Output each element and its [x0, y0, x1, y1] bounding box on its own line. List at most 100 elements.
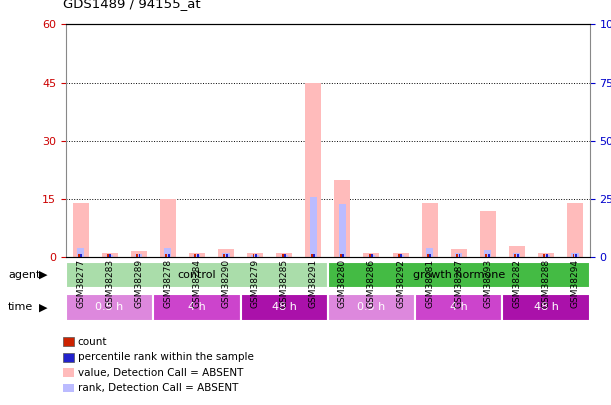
Bar	[334, 179, 350, 257]
Bar	[252, 255, 258, 257]
Bar	[397, 255, 404, 257]
Bar	[327, 262, 590, 288]
Bar	[224, 254, 225, 257]
Text: GSM38281: GSM38281	[425, 259, 434, 308]
Bar	[310, 197, 317, 257]
Bar	[538, 253, 554, 257]
Bar	[567, 203, 583, 257]
Text: GSM38286: GSM38286	[367, 259, 376, 308]
Bar	[255, 254, 257, 257]
Bar	[368, 255, 375, 257]
Text: GSM38293: GSM38293	[483, 259, 492, 308]
Bar	[502, 294, 590, 320]
Bar	[455, 253, 463, 257]
Text: 0.5 h: 0.5 h	[357, 303, 386, 312]
Bar	[280, 255, 288, 257]
Bar	[165, 254, 167, 257]
Text: GSM38278: GSM38278	[163, 259, 172, 308]
Text: 4 h: 4 h	[188, 303, 206, 312]
Bar	[426, 248, 433, 257]
Text: count: count	[78, 337, 107, 347]
Bar	[189, 253, 205, 257]
Bar	[276, 253, 292, 257]
Text: 0.5 h: 0.5 h	[95, 303, 124, 312]
Text: GSM38285: GSM38285	[280, 259, 288, 308]
Text: GSM38290: GSM38290	[221, 259, 230, 308]
Bar	[222, 253, 230, 257]
Text: ▶: ▶	[38, 270, 47, 280]
Bar	[107, 254, 109, 257]
Text: agent: agent	[8, 270, 40, 280]
Bar	[135, 254, 142, 257]
Text: GSM38292: GSM38292	[396, 259, 405, 308]
Bar	[194, 254, 196, 257]
Bar	[488, 254, 489, 257]
Bar	[327, 294, 415, 320]
Bar	[306, 83, 321, 257]
Bar	[66, 294, 153, 320]
Bar	[427, 254, 429, 257]
Text: GDS1489 / 94155_at: GDS1489 / 94155_at	[63, 0, 200, 10]
Bar	[226, 254, 228, 257]
Bar	[543, 254, 546, 257]
Bar	[485, 254, 487, 257]
Bar	[109, 254, 111, 257]
Bar	[480, 211, 496, 257]
Bar	[81, 254, 82, 257]
Bar	[164, 248, 172, 257]
Bar	[78, 254, 80, 257]
Bar	[573, 254, 574, 257]
Text: GSM38294: GSM38294	[571, 259, 580, 308]
Text: GSM38288: GSM38288	[541, 259, 551, 308]
Text: time: time	[8, 303, 33, 312]
Bar	[284, 254, 286, 257]
Text: 48 h: 48 h	[272, 303, 296, 312]
Bar	[422, 203, 437, 257]
Bar	[311, 254, 313, 257]
Bar	[193, 255, 200, 257]
Bar	[247, 253, 263, 257]
Bar	[513, 253, 521, 257]
Bar	[167, 254, 170, 257]
Bar	[340, 254, 342, 257]
Bar	[342, 254, 344, 257]
Bar	[571, 253, 579, 257]
Bar	[313, 254, 315, 257]
Text: percentile rank within the sample: percentile rank within the sample	[78, 352, 254, 362]
Text: 48 h: 48 h	[533, 303, 558, 312]
Bar	[546, 254, 547, 257]
Text: GSM38283: GSM38283	[105, 259, 114, 308]
Bar	[575, 254, 577, 257]
Bar	[66, 262, 327, 288]
Bar	[241, 294, 327, 320]
Bar	[451, 249, 467, 257]
Bar	[392, 253, 409, 257]
Bar	[282, 254, 284, 257]
Bar	[139, 254, 141, 257]
Bar	[371, 254, 373, 257]
Bar	[131, 252, 147, 257]
Bar	[430, 254, 431, 257]
Text: value, Detection Call = ABSENT: value, Detection Call = ABSENT	[78, 368, 243, 377]
Bar	[197, 254, 199, 257]
Bar	[415, 294, 502, 320]
Text: ▶: ▶	[38, 303, 47, 312]
Bar	[252, 254, 254, 257]
Bar	[484, 250, 491, 257]
Text: 4 h: 4 h	[450, 303, 467, 312]
Bar	[73, 203, 89, 257]
Bar	[136, 254, 138, 257]
Text: GSM38280: GSM38280	[338, 259, 347, 308]
Text: growth hormone: growth hormone	[412, 270, 505, 280]
Bar	[106, 255, 113, 257]
Bar	[338, 204, 346, 257]
Bar	[153, 294, 241, 320]
Bar	[364, 253, 379, 257]
Bar	[77, 248, 84, 257]
Text: GSM38279: GSM38279	[251, 259, 260, 308]
Text: GSM38289: GSM38289	[134, 259, 143, 308]
Bar	[160, 199, 176, 257]
Bar	[514, 254, 516, 257]
Bar	[101, 253, 118, 257]
Text: GSM38284: GSM38284	[192, 259, 202, 308]
